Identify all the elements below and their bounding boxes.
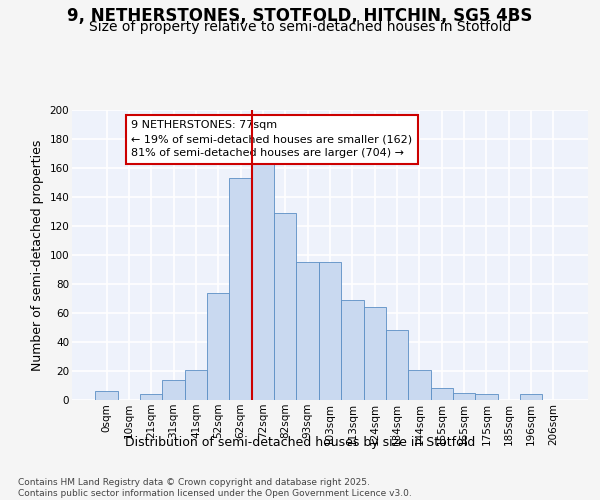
Text: Size of property relative to semi-detached houses in Stotfold: Size of property relative to semi-detach…	[89, 20, 511, 34]
Y-axis label: Number of semi-detached properties: Number of semi-detached properties	[31, 140, 44, 370]
Bar	[364, 307, 386, 400]
Bar	[163, 380, 185, 400]
Bar	[296, 262, 319, 400]
Bar	[475, 394, 497, 400]
Bar	[185, 370, 207, 400]
Bar	[229, 178, 252, 400]
Text: 9, NETHERSTONES, STOTFOLD, HITCHIN, SG5 4BS: 9, NETHERSTONES, STOTFOLD, HITCHIN, SG5 …	[67, 8, 533, 26]
Bar	[319, 262, 341, 400]
Bar	[95, 392, 118, 400]
Bar	[140, 394, 163, 400]
Bar	[274, 213, 296, 400]
Text: 9 NETHERSTONES: 77sqm
← 19% of semi-detached houses are smaller (162)
81% of sem: 9 NETHERSTONES: 77sqm ← 19% of semi-deta…	[131, 120, 412, 158]
Bar	[252, 154, 274, 400]
Bar	[408, 370, 431, 400]
Text: Distribution of semi-detached houses by size in Stotfold: Distribution of semi-detached houses by …	[125, 436, 475, 449]
Text: Contains HM Land Registry data © Crown copyright and database right 2025.
Contai: Contains HM Land Registry data © Crown c…	[18, 478, 412, 498]
Bar	[520, 394, 542, 400]
Bar	[207, 292, 229, 400]
Bar	[453, 393, 475, 400]
Bar	[386, 330, 408, 400]
Bar	[431, 388, 453, 400]
Bar	[341, 300, 364, 400]
